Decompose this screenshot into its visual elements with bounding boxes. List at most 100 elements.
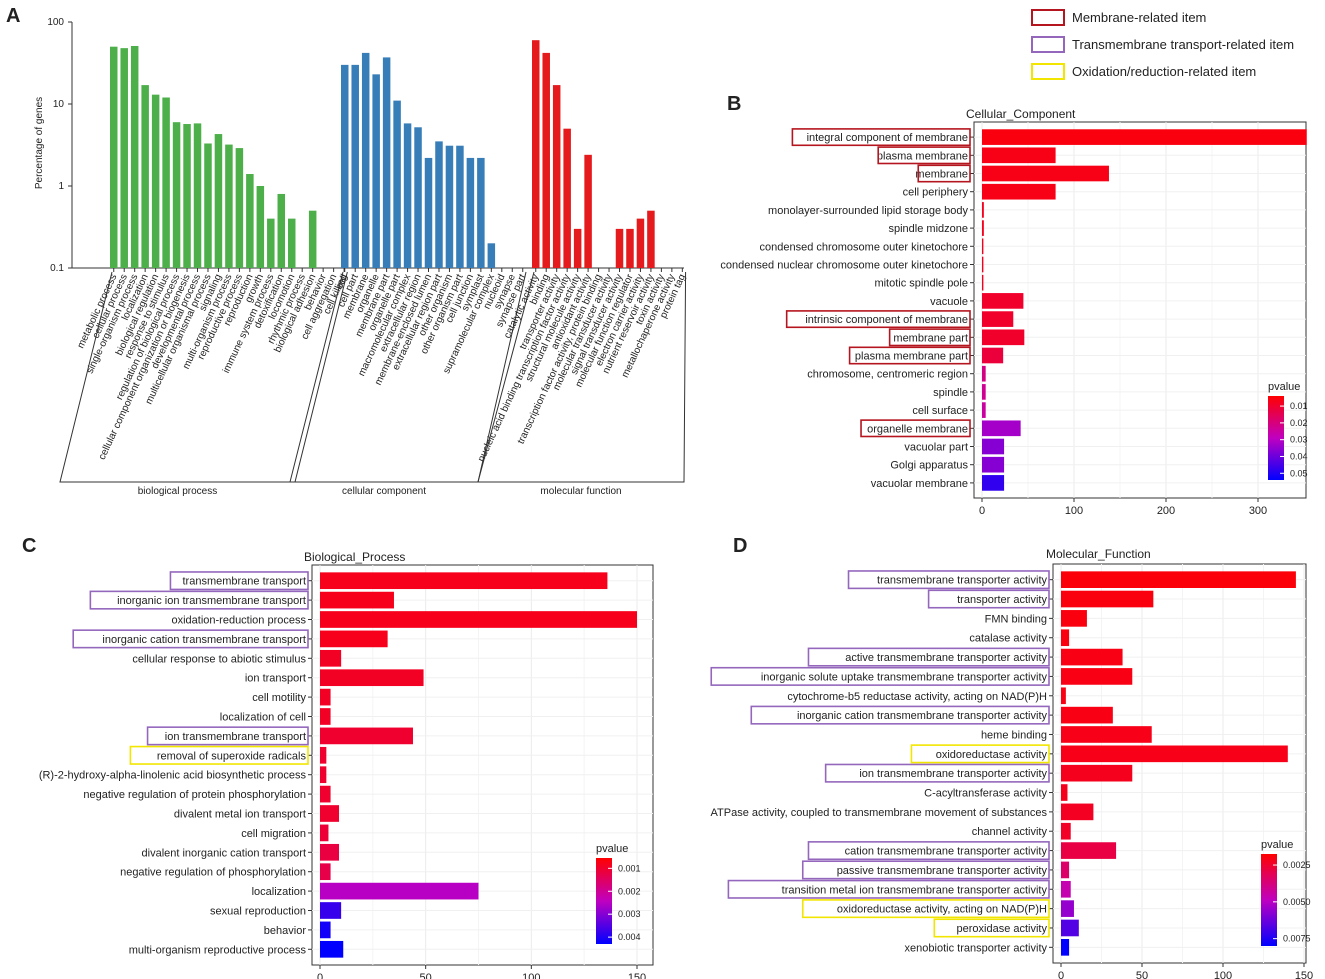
panelB-bar xyxy=(982,183,1056,200)
panel-a-bracket-molecular-function xyxy=(477,271,687,483)
panel-a-ytick-label: 1 xyxy=(58,181,64,192)
panelC-term-label: sexual reproduction xyxy=(210,906,306,918)
panelB-colorbar-label: 0.04 xyxy=(1290,451,1308,461)
panelC-colorbar-label: 0.004 xyxy=(618,932,641,942)
panelD-bar xyxy=(1061,784,1068,801)
panelC-term-label: divalent inorganic cation transport xyxy=(142,847,306,859)
panel-a-bar-biological-process xyxy=(141,85,149,269)
panelC-term-label: cell migration xyxy=(241,828,306,840)
panelC-bar xyxy=(320,902,342,919)
panelD-bar xyxy=(1061,668,1133,685)
panelD-bar xyxy=(1061,939,1070,956)
panel-a-bar-cellular-component xyxy=(382,57,391,269)
panelB-bar xyxy=(982,456,1005,473)
panel-b-title: Cellular_Component xyxy=(966,107,1076,121)
panelD-highlight-box xyxy=(750,705,1050,725)
panelB-term-label: chromosome, centromeric region xyxy=(807,369,968,381)
panelB-term-label: organelle membrane xyxy=(867,423,968,435)
panelD-highlight-box xyxy=(710,666,1050,686)
panelB-colorbar-label: 0.03 xyxy=(1290,435,1308,445)
panelD-bar xyxy=(1061,706,1113,724)
panelB-bar xyxy=(982,384,986,400)
panel-label-c: C xyxy=(22,535,36,557)
panelC-bar xyxy=(320,921,331,939)
panel-a-bar-biological-process xyxy=(151,94,160,268)
panelD-term-label: FMN binding xyxy=(985,613,1047,625)
panelD-term-label: passive transmembrane transporter activi… xyxy=(837,865,1048,877)
panelD-colorbar-label: 0.0075 xyxy=(1283,934,1311,944)
panelD-term-label: inorganic solute uptake transmembrane tr… xyxy=(761,671,1048,683)
panel-a-ytick-label: 10 xyxy=(53,99,65,110)
panel-a-bar-biological-process xyxy=(267,218,275,268)
panelB-highlight-box xyxy=(917,164,971,183)
panelC-term-label: negative regulation of phosphorylation xyxy=(120,867,306,879)
panelD-term-label: oxidoreductase activity xyxy=(936,749,1048,761)
panel-a-bar-cellular-component xyxy=(341,64,349,268)
panelC-bar xyxy=(320,611,637,628)
panel-a-bar-cellular-component xyxy=(456,145,464,268)
panelD-bar xyxy=(1061,745,1288,763)
panelD-term-label: transporter activity xyxy=(957,594,1047,606)
panelB-bar xyxy=(982,256,984,273)
panelD-colorbar-label: 0.0025 xyxy=(1283,860,1311,870)
panelB-colorbar-title: pvalue xyxy=(1268,381,1300,393)
panelB-term-label: cell surface xyxy=(912,405,968,417)
panelB-term-label: condensed nuclear chromosome outer kinet… xyxy=(720,260,968,272)
panelD-highlight-box xyxy=(801,899,1050,919)
panelD-highlight-box xyxy=(847,570,1050,590)
panel-a-bracket-biological-process xyxy=(59,271,348,483)
panelB-term-label: Golgi apparatus xyxy=(890,460,968,472)
legend-swatch-redox xyxy=(1031,63,1065,80)
panelC-xtick-label: 0 xyxy=(317,972,323,979)
panel-a-group-label-molecular-function: molecular function xyxy=(540,486,621,497)
panelD-bar xyxy=(1061,842,1117,859)
panel-a-bar-biological-process xyxy=(287,218,296,268)
panel-a-bar-cellular-component xyxy=(403,123,412,269)
panelC-term-label: removal of superoxide radicals xyxy=(157,750,307,762)
panelD-bar xyxy=(1061,610,1087,627)
panel-a-bar-molecular-function xyxy=(563,128,571,268)
panelB-term-label: cell periphery xyxy=(903,187,969,199)
panelB-term-label: spindle midzone xyxy=(889,223,969,235)
panel-a-bar-biological-process xyxy=(214,134,223,268)
panelB-term-label: intrinsic component of membrane xyxy=(805,314,968,326)
panelD-term-label: peroxidase activity xyxy=(957,923,1048,935)
panelB-bar xyxy=(982,238,984,255)
panelC-highlight-box xyxy=(146,726,309,746)
panel-a-bar-molecular-function xyxy=(615,228,624,268)
panel-a-ytick-label: 0.1 xyxy=(50,263,64,274)
panelD-term-label: xenobiotic transporter activity xyxy=(905,942,1048,954)
panel-a-bar-molecular-function xyxy=(532,40,540,269)
panelD-bar xyxy=(1061,629,1070,647)
panelB-term-label: vacuolar part xyxy=(904,442,968,454)
panelB-bar xyxy=(982,293,1024,309)
panelB-colorbar-label: 0.05 xyxy=(1290,468,1308,478)
panelD-highlight-box xyxy=(927,589,1050,609)
panel-d-title: Molecular_Function xyxy=(1046,547,1151,561)
panelB-bar xyxy=(982,165,1109,182)
panelC-term-label: ion transport xyxy=(245,673,306,685)
panelB-bar xyxy=(982,420,1021,437)
panelD-term-label: oxidoreductase activity, acting on NAD(P… xyxy=(837,904,1047,916)
panelD-highlight-box xyxy=(933,918,1050,938)
panel-label-b: B xyxy=(727,93,741,115)
panel-a-bar-biological-process xyxy=(204,143,212,268)
panelC-term-label: divalent metal ion transport xyxy=(174,809,306,821)
panelD-bar xyxy=(1061,880,1071,898)
panelC-term-label: cellular response to abiotic stimulus xyxy=(132,653,306,665)
panelC-bar xyxy=(320,824,329,842)
panelC-highlight-box xyxy=(169,571,309,591)
panelD-term-label: inorganic cation transmembrane transport… xyxy=(797,710,1048,722)
panelC-term-label: negative regulation of protein phosphory… xyxy=(83,789,306,801)
panelD-bar xyxy=(1061,648,1123,666)
panel-a-bar-biological-process xyxy=(246,174,254,268)
panelB-bar xyxy=(982,329,1025,346)
panel-a-bar-molecular-function xyxy=(573,228,582,268)
panelC-xtick-label: 150 xyxy=(628,972,646,979)
panelC-term-label: localization xyxy=(252,886,306,898)
panelB-colorbar-label: 0.02 xyxy=(1290,418,1308,428)
panelC-term-label: cell motility xyxy=(252,692,306,704)
panelD-highlight-box xyxy=(824,763,1050,783)
panelC-colorbar-title: pvalue xyxy=(596,843,628,855)
